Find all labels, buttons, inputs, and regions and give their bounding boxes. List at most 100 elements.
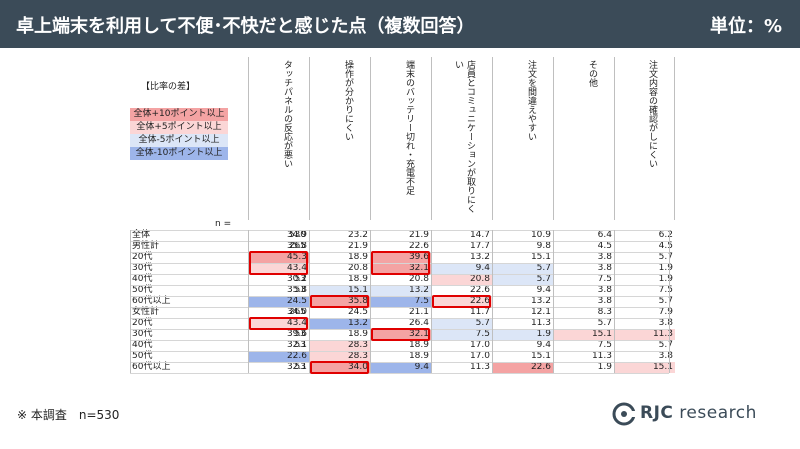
value-cell: 20.8 xyxy=(431,274,492,285)
value-cell: 1.9 xyxy=(492,329,553,340)
value-cell: 21.9 xyxy=(408,230,429,240)
row-n: 530 xyxy=(288,230,306,240)
row-label: 男性計 xyxy=(132,241,160,251)
value-cell: 3.8 xyxy=(658,351,673,361)
value-cell: 22.6 xyxy=(248,351,309,362)
value-cell: 15.1 xyxy=(614,362,675,373)
value-cell: 11.3 xyxy=(530,318,551,328)
value-cell: 18.9 xyxy=(347,252,368,262)
grid-line xyxy=(130,307,669,308)
row-label: 40代 xyxy=(132,274,153,284)
value-cell: 9.8 xyxy=(536,241,551,251)
value-cell: 4.5 xyxy=(597,241,612,251)
value-cell: 39.6 xyxy=(286,329,307,339)
value-cell: 6.4 xyxy=(597,230,612,240)
value-cell: 35.8 xyxy=(286,285,307,295)
value-cell: 45.3 xyxy=(248,252,309,263)
row-label: 20代 xyxy=(132,252,153,262)
table-row: 60代以上5324.535.87.522.613.23.85.7 xyxy=(130,296,673,307)
table-row: 40代 53 30.2 18.9 20.8 20.8 5.7 7.5 1.9 xyxy=(130,274,673,285)
value-cell: 39.6 xyxy=(370,252,431,263)
logo-text-bold: RJC xyxy=(640,403,674,423)
grid-line xyxy=(130,285,669,286)
column-header: 端末のバッテリー切れ・充電不足 xyxy=(370,57,431,220)
value-cell: 13.2 xyxy=(469,252,490,262)
value-cell: 15.1 xyxy=(309,285,370,296)
grid-line xyxy=(309,230,310,373)
grid-line xyxy=(130,351,669,352)
value-cell: 9.4 xyxy=(536,285,551,295)
value-cell: 6.2 xyxy=(658,230,673,240)
value-cell: 11.3 xyxy=(469,362,490,372)
value-cell: 3.8 xyxy=(597,263,612,273)
value-cell: 13.2 xyxy=(309,318,370,329)
value-cell: 15.1 xyxy=(553,329,614,340)
row-n: 53 xyxy=(294,329,306,339)
grid-line xyxy=(614,230,615,373)
value-cell: 24.5 xyxy=(248,296,309,307)
grid-line xyxy=(370,230,371,373)
grid-line xyxy=(130,230,131,373)
value-cell: 43.4 xyxy=(248,318,309,329)
table-row: 全体 530 34.9 23.2 21.9 14.7 10.9 6.4 6.2 xyxy=(130,230,673,241)
grid-line xyxy=(130,263,669,264)
value-cell: 18.9 xyxy=(347,329,368,339)
value-cell: 3.8 xyxy=(658,318,673,328)
value-cell: 34.0 xyxy=(286,307,307,317)
table-row: 60代以上 53 32.1 34.0 9.4 11.3 22.6 1.9 15.1 xyxy=(130,362,675,373)
value-cell: 30.2 xyxy=(286,274,307,284)
legend-item: 全体+5ポイント以上 xyxy=(130,121,228,134)
value-cell: 5.7 xyxy=(597,318,612,328)
value-cell: 1.9 xyxy=(658,263,673,273)
value-cell: 9.4 xyxy=(431,263,492,274)
value-cell: 7.5 xyxy=(370,296,431,307)
row-label: 30代 xyxy=(132,329,153,339)
value-cell: 10.9 xyxy=(530,230,551,240)
grid-line xyxy=(248,230,249,373)
unit-label: 単位：% xyxy=(709,16,782,37)
table-row: 30代5343.420.832.19.45.73.81.9 xyxy=(130,263,673,274)
value-cell: 7.9 xyxy=(658,307,673,317)
grid-line xyxy=(130,296,669,297)
value-cell: 28.3 xyxy=(309,351,370,362)
grid-line xyxy=(130,318,669,319)
grid-line xyxy=(130,362,669,363)
logo-text-rest: research xyxy=(673,403,757,423)
value-cell: 22.6 xyxy=(469,285,490,295)
legend-item: 全体+10ポイント以上 xyxy=(130,108,228,121)
row-n: 53 xyxy=(294,340,306,350)
value-cell: 9.4 xyxy=(536,340,551,350)
value-cell: 18.9 xyxy=(347,274,368,284)
row-label: 女性計 xyxy=(132,307,160,317)
value-cell: 5.7 xyxy=(492,274,553,285)
value-cell: 32.1 xyxy=(286,340,307,350)
value-cell: 32.1 xyxy=(370,329,431,340)
legend-item: 全体-10ポイント以上 xyxy=(130,147,228,160)
column-header: タッチパネルの反応が悪い xyxy=(248,57,309,220)
value-cell: 4.5 xyxy=(658,241,673,251)
value-cell: 1.9 xyxy=(658,274,673,284)
value-cell: 7.5 xyxy=(658,285,673,295)
value-cell: 35.8 xyxy=(309,296,370,307)
table-row: 男性計 265 35.8 21.9 22.6 17.7 9.8 4.5 4.5 xyxy=(130,241,673,252)
grid-line xyxy=(130,329,669,330)
value-cell: 34.0 xyxy=(309,362,370,373)
column-header: 操作が分かりにくい xyxy=(309,57,370,220)
value-cell: 22.6 xyxy=(492,362,553,373)
value-cell: 32.1 xyxy=(370,263,431,274)
row-label: 30代 xyxy=(132,263,153,273)
value-cell: 34.9 xyxy=(286,230,307,240)
row-label: 40代 xyxy=(132,340,153,350)
value-cell: 5.7 xyxy=(658,340,673,350)
value-cell: 5.7 xyxy=(658,296,673,306)
value-cell: 13.2 xyxy=(370,285,431,296)
value-cell: 17.0 xyxy=(469,351,490,361)
row-label: 50代 xyxy=(132,351,153,361)
column-header: 注文内容の確認がしにくい xyxy=(614,57,675,220)
rjc-logo: RJC research xyxy=(612,402,782,428)
grid-line xyxy=(130,373,669,374)
value-cell: 8.3 xyxy=(597,307,612,317)
value-cell: 35.8 xyxy=(286,241,307,251)
value-cell: 18.9 xyxy=(408,351,429,361)
value-cell: 1.9 xyxy=(597,362,612,372)
